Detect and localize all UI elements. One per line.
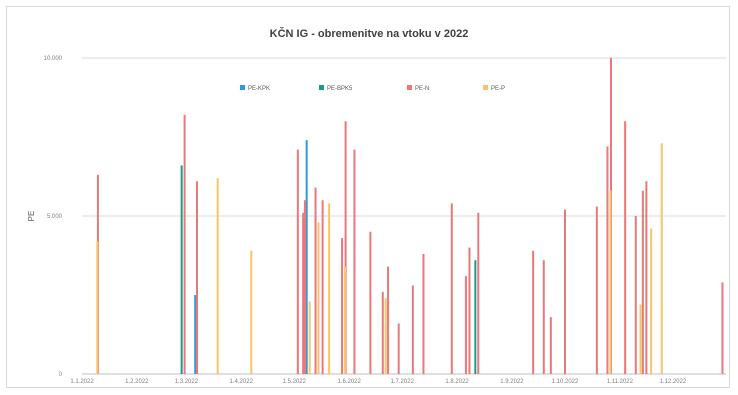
bar-pe-p <box>639 304 642 374</box>
bar-pe-n <box>314 187 317 374</box>
bar-pe-n <box>477 212 480 374</box>
legend-swatch <box>407 85 412 90</box>
bar-pe-bpk5 <box>474 260 477 374</box>
bar-pe-n <box>542 260 545 374</box>
y-tick-label: 0 <box>59 372 63 378</box>
bar-pe-p <box>650 228 653 374</box>
bar-pe-p <box>96 241 99 374</box>
bar-pe-n <box>641 190 644 374</box>
bar-pe-n <box>411 285 414 374</box>
bar-pe-n <box>468 247 471 374</box>
x-tick-label: 1.12.2022 <box>660 379 687 385</box>
bar-pe-n <box>321 200 324 374</box>
bar-pe-n <box>422 253 425 374</box>
bar-pe-p <box>609 190 612 374</box>
y-axis-label: PE <box>27 211 36 222</box>
x-tick-label: 1.9.2022 <box>500 379 524 385</box>
legend-label: PE-P <box>491 86 505 92</box>
gridlines <box>82 57 726 375</box>
bar-pe-n <box>564 209 566 374</box>
chart-frame <box>6 6 730 388</box>
bar-pe-n <box>450 203 453 374</box>
bar-pe-n <box>344 121 347 374</box>
bar-pe-p <box>216 178 219 374</box>
x-tick-label: 1.7.2022 <box>391 379 415 385</box>
x-tick-label: 1.3.2022 <box>175 379 199 385</box>
bar-pe-n <box>549 317 552 374</box>
bar-pe-n <box>634 216 637 374</box>
bar-pe-p <box>328 203 331 374</box>
bar-pe-n <box>397 323 400 374</box>
bar-pe-p <box>344 266 347 374</box>
bar-pe-n <box>369 231 372 374</box>
x-tick-label: 1.4.2022 <box>230 379 254 385</box>
bar-pe-p <box>660 143 663 374</box>
bar-pe-n <box>721 282 724 374</box>
bar-pe-n <box>341 238 344 374</box>
legend-swatch <box>483 85 488 90</box>
bar-pe-p <box>384 298 387 374</box>
x-tick-label: 1.10.2022 <box>552 379 579 385</box>
y-tick-label: 5.000 <box>47 214 63 220</box>
bar-pe-kpk <box>194 295 197 374</box>
bars <box>96 58 724 374</box>
bar-pe-n <box>387 266 390 374</box>
x-tick-label: 1.8.2022 <box>445 379 469 385</box>
bar-pe-n <box>595 206 598 374</box>
legend-swatch <box>319 85 324 90</box>
x-tick-label: 1.6.2022 <box>337 379 361 385</box>
bar-pe-n <box>381 291 384 374</box>
bar-pe-n <box>532 250 535 374</box>
bar-pe-p <box>250 250 253 374</box>
bar-pe-n <box>645 181 648 374</box>
bar-pe-bpk5 <box>180 165 183 374</box>
bar-pe-p <box>308 301 311 374</box>
legend: PE-KPK PE-BPK5 PE-N PE-P <box>240 85 505 92</box>
tick-labels: 0 5.000 10.000 1.1.2022 1.2.2022 1.3.2022 1.4.… <box>44 56 687 385</box>
x-tick-label: 1.1.2022 <box>70 379 94 385</box>
y-tick-label: 10.000 <box>44 56 63 62</box>
x-tick-label: 1.11.2022 <box>607 379 634 385</box>
bar-pe-n <box>302 212 305 374</box>
x-tick-label: 1.5.2022 <box>283 379 307 385</box>
chart-title: KČN IG - obremenitve na vtoku v 2022 <box>270 27 469 40</box>
legend-label: PE-BPK5 <box>327 86 353 92</box>
legend-label: PE-KPK <box>248 86 270 92</box>
bar-pe-p <box>317 222 320 374</box>
x-tick-label: 1.2.2022 <box>125 379 149 385</box>
bar-pe-n <box>183 114 186 374</box>
bar-pe-n <box>606 146 609 374</box>
bar-pe-n <box>296 149 299 374</box>
bar-pe-n <box>353 149 356 374</box>
legend-swatch <box>240 85 245 90</box>
bar-pe-kpk <box>305 140 308 374</box>
legend-label: PE-N <box>415 86 429 92</box>
bar-pe-n <box>196 181 198 374</box>
bar-pe-n <box>464 276 467 374</box>
bar-pe-n <box>624 121 627 374</box>
bar-pe-n <box>303 200 306 374</box>
